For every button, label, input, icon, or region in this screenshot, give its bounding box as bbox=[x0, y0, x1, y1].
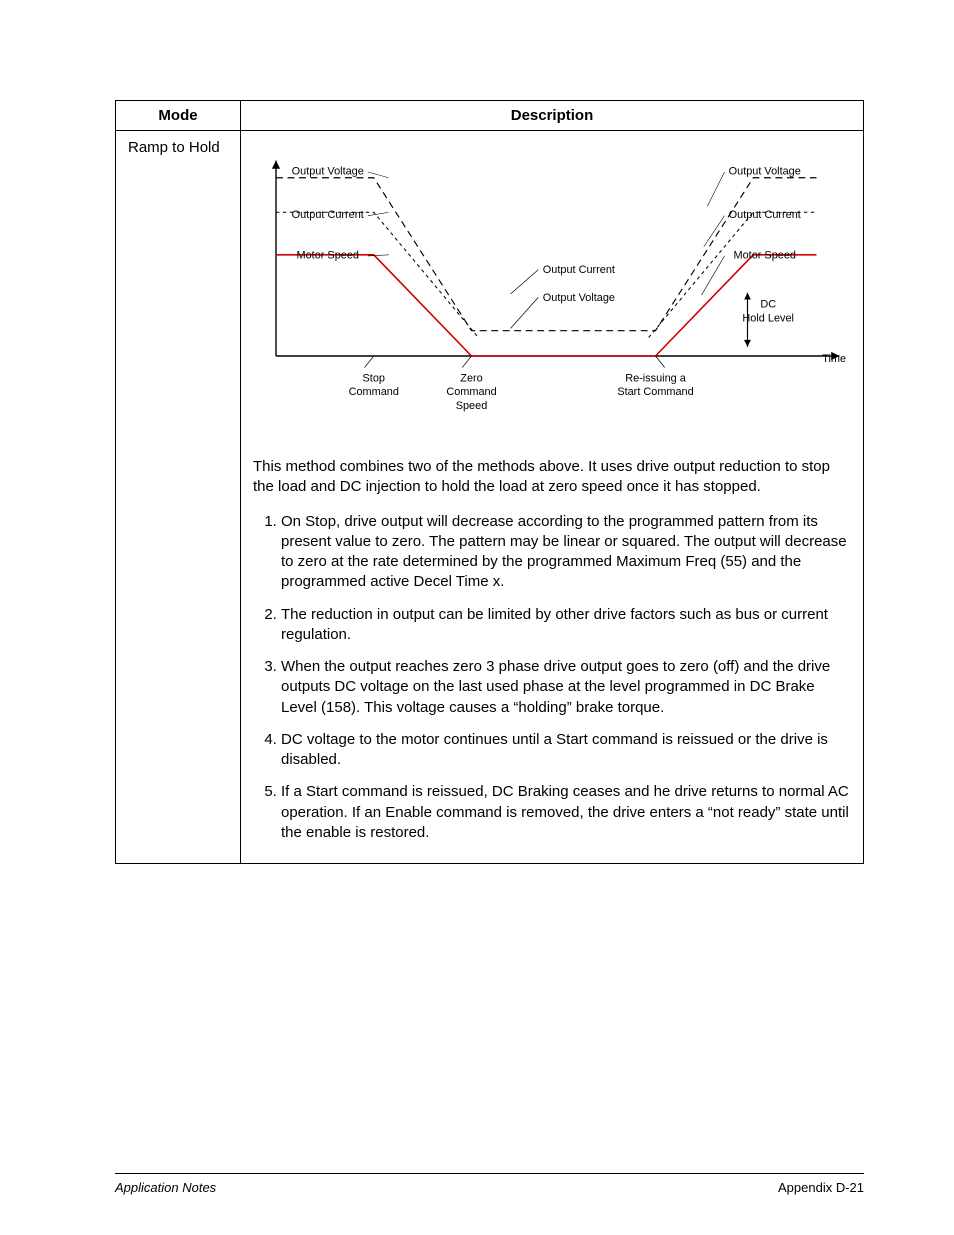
header-mode: Mode bbox=[116, 101, 241, 131]
page-footer: Application Notes Appendix D-21 bbox=[115, 1173, 864, 1195]
step-item: If a Start command is reissued, DC Braki… bbox=[281, 782, 851, 843]
header-description: Description bbox=[241, 101, 864, 131]
timing-diagram-svg: Output Voltage Output Current Motor Speed O… bbox=[253, 149, 851, 425]
footer-right: Appendix D-21 bbox=[778, 1180, 864, 1195]
svg-text:Command: Command bbox=[446, 386, 496, 398]
svg-text:Time: Time bbox=[822, 353, 846, 365]
svg-text:Motor Speed: Motor Speed bbox=[734, 249, 796, 261]
footer-left: Application Notes bbox=[115, 1180, 216, 1195]
intro-paragraph: This method combines two of the methods … bbox=[253, 457, 851, 498]
step-item: When the output reaches zero 3 phase dri… bbox=[281, 657, 851, 718]
svg-text:Speed: Speed bbox=[456, 400, 488, 412]
svg-text:Output Current: Output Current bbox=[543, 264, 615, 276]
step-item: The reduction in output can be limited b… bbox=[281, 605, 851, 646]
mode-cell: Ramp to Hold bbox=[116, 131, 241, 864]
svg-text:Output Current: Output Current bbox=[729, 209, 801, 221]
svg-text:Output Voltage: Output Voltage bbox=[292, 165, 364, 177]
description-cell: Output Voltage Output Current Motor Speed O… bbox=[241, 131, 864, 864]
svg-text:Start Command: Start Command bbox=[617, 386, 693, 398]
svg-text:Output Voltage: Output Voltage bbox=[543, 292, 615, 304]
mode-description-table: Mode Description Ramp to Hold Output Vol… bbox=[115, 100, 864, 864]
timing-diagram: Output Voltage Output Current Motor Speed O… bbox=[253, 139, 851, 439]
svg-text:Re-issuing a: Re-issuing a bbox=[625, 372, 687, 384]
svg-text:Motor Speed: Motor Speed bbox=[297, 249, 359, 261]
svg-text:Output Voltage: Output Voltage bbox=[729, 165, 801, 177]
svg-text:Zero: Zero bbox=[460, 372, 482, 384]
step-item: DC voltage to the motor continues until … bbox=[281, 730, 851, 771]
svg-text:Hold Level: Hold Level bbox=[742, 313, 794, 325]
svg-text:Output Current: Output Current bbox=[292, 209, 364, 221]
svg-text:Command: Command bbox=[349, 386, 399, 398]
svg-text:Stop: Stop bbox=[363, 372, 385, 384]
steps-list: On Stop, drive output will decrease acco… bbox=[253, 512, 851, 844]
svg-text:DC: DC bbox=[760, 299, 776, 311]
step-item: On Stop, drive output will decrease acco… bbox=[281, 512, 851, 593]
